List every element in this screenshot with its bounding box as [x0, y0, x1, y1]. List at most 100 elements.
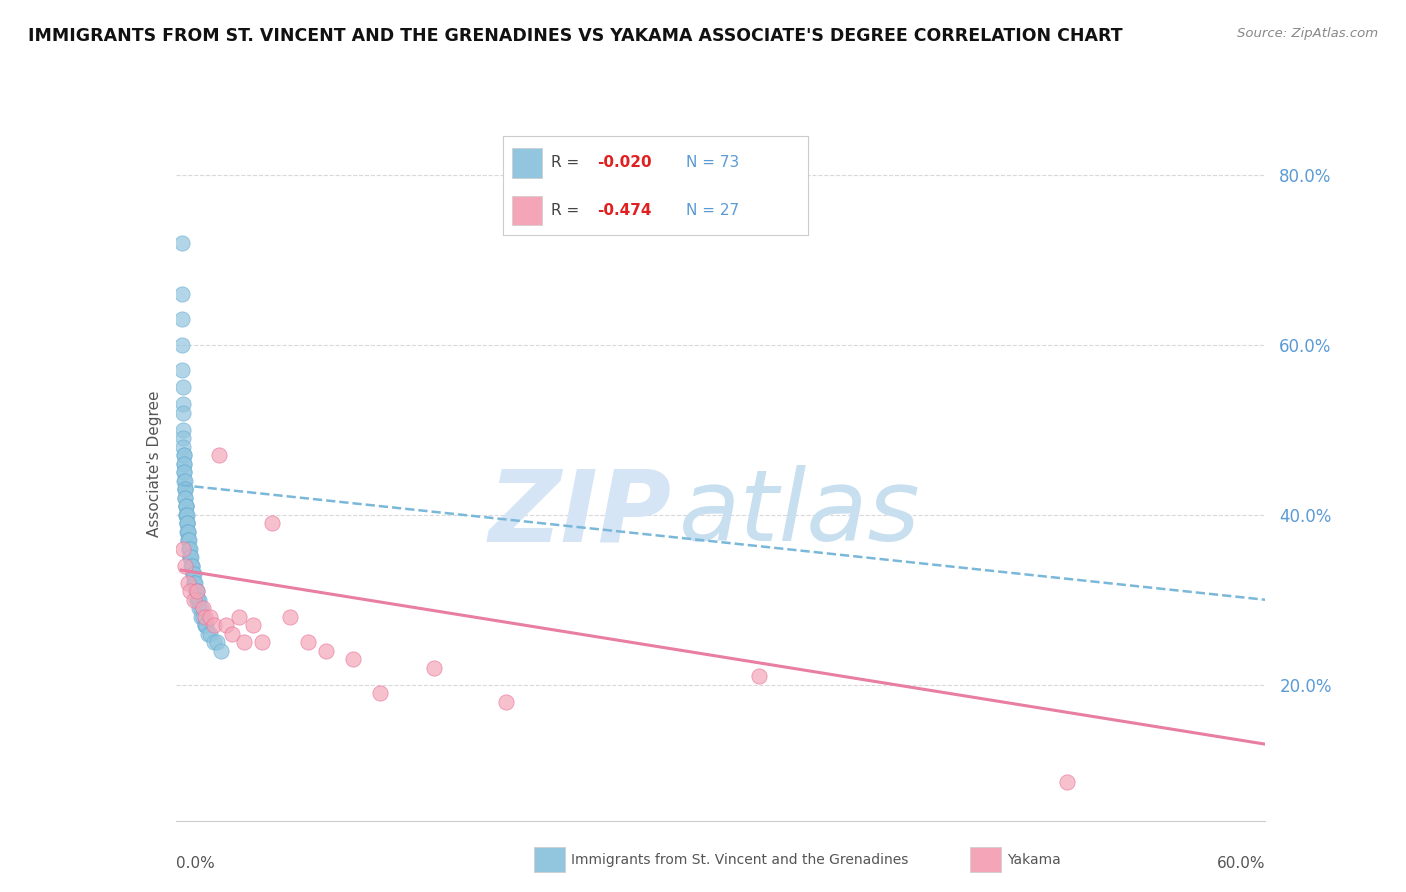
Point: [170, 338, 193, 352]
Point: [173, 474, 195, 488]
Point: [179, 584, 201, 599]
Point: [170, 235, 193, 250]
Point: [177, 533, 200, 548]
Point: [180, 558, 202, 573]
Point: [174, 500, 197, 514]
Point: [176, 516, 198, 531]
Point: [197, 626, 219, 640]
Point: [188, 601, 211, 615]
Point: [260, 516, 283, 531]
Text: Yakama: Yakama: [1007, 853, 1060, 867]
Point: [172, 406, 194, 420]
Point: [195, 618, 218, 632]
Point: [423, 661, 446, 675]
Point: [173, 474, 195, 488]
Point: [183, 567, 205, 582]
Point: [179, 541, 201, 556]
Text: IMMIGRANTS FROM ST. VINCENT AND THE GRENADINES VS YAKAMA ASSOCIATE'S DEGREE CORR: IMMIGRANTS FROM ST. VINCENT AND THE GREN…: [28, 27, 1123, 45]
Point: [209, 644, 232, 658]
Point: [368, 686, 391, 700]
Point: [315, 644, 337, 658]
Point: [221, 626, 243, 640]
Point: [215, 618, 238, 632]
Point: [194, 609, 217, 624]
Point: [198, 609, 221, 624]
Text: atlas: atlas: [679, 466, 921, 562]
Point: [172, 380, 194, 394]
Point: [179, 550, 201, 565]
Point: [172, 431, 194, 445]
Point: [184, 584, 207, 599]
Point: [172, 423, 194, 437]
Point: [242, 618, 264, 632]
Point: [176, 524, 198, 539]
Point: [186, 584, 208, 599]
Point: [180, 550, 202, 565]
Point: [181, 567, 204, 582]
Point: [186, 592, 208, 607]
Point: [173, 483, 195, 497]
Point: [173, 466, 195, 480]
Point: [173, 457, 195, 471]
Point: [198, 626, 221, 640]
Point: [1056, 775, 1078, 789]
Point: [278, 609, 301, 624]
Point: [177, 575, 200, 590]
Point: [186, 592, 208, 607]
Point: [176, 516, 198, 531]
Point: [170, 287, 193, 301]
Point: [176, 524, 198, 539]
Text: Immigrants from St. Vincent and the Grenadines: Immigrants from St. Vincent and the Gren…: [571, 853, 908, 867]
Point: [177, 524, 200, 539]
Point: [174, 508, 197, 522]
Point: [186, 584, 208, 599]
Point: [183, 575, 205, 590]
Point: [190, 609, 212, 624]
Point: [194, 618, 217, 632]
Point: [177, 533, 200, 548]
Point: [174, 500, 197, 514]
Point: [191, 601, 214, 615]
Point: [183, 575, 205, 590]
Point: [202, 618, 225, 632]
Point: [233, 635, 256, 649]
Point: [181, 558, 204, 573]
Point: [342, 652, 364, 666]
Point: [172, 363, 194, 377]
Point: [208, 448, 231, 462]
Text: Source: ZipAtlas.com: Source: ZipAtlas.com: [1237, 27, 1378, 40]
Point: [184, 584, 207, 599]
Point: [495, 695, 517, 709]
Point: [194, 618, 217, 632]
Point: [207, 635, 229, 649]
Point: [173, 558, 195, 573]
Text: ZIP: ZIP: [488, 466, 672, 562]
Point: [177, 533, 200, 548]
Point: [172, 541, 194, 556]
Text: 0.0%: 0.0%: [176, 856, 215, 871]
Point: [170, 312, 193, 326]
Point: [188, 592, 211, 607]
Point: [748, 669, 770, 683]
Point: [252, 635, 274, 649]
Point: [174, 483, 197, 497]
Point: [173, 457, 195, 471]
Point: [190, 601, 212, 615]
Point: [174, 508, 197, 522]
Point: [179, 550, 201, 565]
Point: [172, 440, 194, 454]
Point: [228, 609, 250, 624]
Point: [174, 491, 197, 505]
Point: [176, 516, 198, 531]
Point: [173, 466, 195, 480]
Y-axis label: Associate's Degree: Associate's Degree: [146, 391, 162, 537]
Point: [191, 609, 214, 624]
Point: [173, 483, 195, 497]
Point: [181, 558, 204, 573]
Point: [187, 592, 209, 607]
Text: 60.0%: 60.0%: [1218, 856, 1265, 871]
Point: [181, 567, 204, 582]
Point: [172, 397, 194, 411]
Point: [176, 508, 198, 522]
Point: [183, 575, 205, 590]
